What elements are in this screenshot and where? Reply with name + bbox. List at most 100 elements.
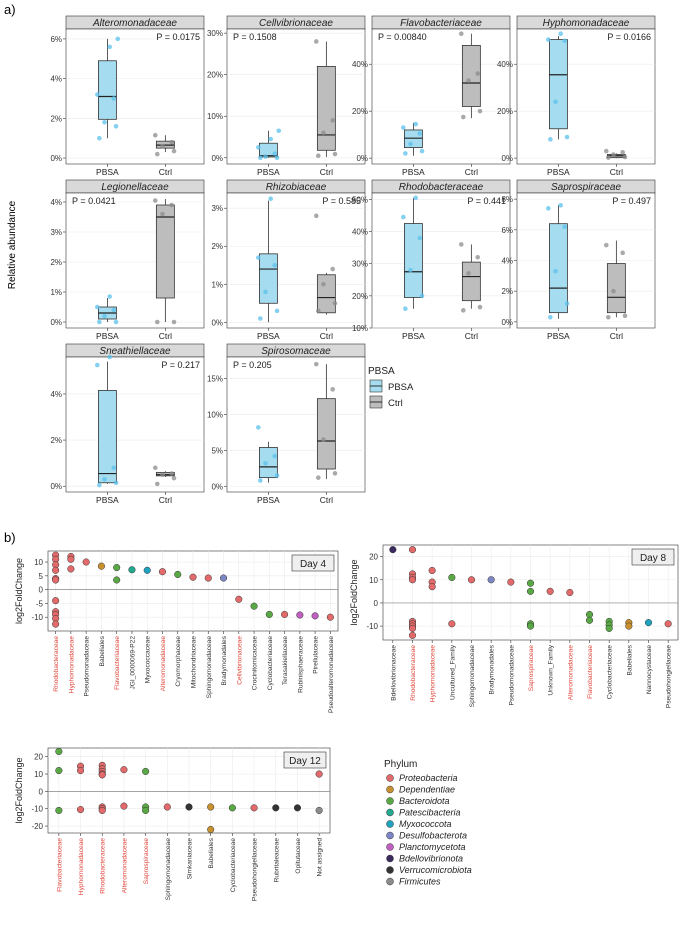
y-tick-label: 0% (211, 482, 223, 491)
data-point-pbsa (97, 482, 102, 488)
y-tick-label: 3% (211, 204, 223, 213)
data-point-ctrl (160, 472, 165, 477)
x-category-label-uncultured-family: Uncultured_Family (449, 644, 456, 700)
data-point-pbsa (413, 195, 419, 201)
data-point-rhodobacteraceae (52, 597, 60, 605)
data-point-pbsa (564, 134, 570, 140)
x-tick-label-ctrl: Ctrl (320, 167, 333, 177)
data-point-ctrl (169, 471, 174, 476)
y-tick-label: -5 (36, 599, 44, 608)
data-point-pbsa (102, 477, 107, 482)
box-ctrl (461, 45, 481, 107)
data-point-ctrl (603, 242, 609, 248)
x-category-label-hyphomonadaceae: Hyphomonadaceae (430, 645, 437, 703)
data-point-pbsa (113, 123, 119, 129)
legend-label-dependentiae: Dependentiae (399, 785, 455, 795)
x-tick-label-pbsa: PBSA (547, 331, 570, 341)
y-tick-label: 15% (207, 375, 223, 384)
legend-key-myxococcota (386, 820, 394, 828)
data-point-hyphomonadaceae (67, 555, 75, 563)
p-value: P = 0.1508 (233, 32, 277, 42)
panel-b-fold-change: -10 -5 0 5 10 log2FoldChange Day 4 Rhodobactera… (14, 544, 679, 901)
legend-title: Phylum (384, 759, 417, 770)
y-tick-label: 0% (356, 154, 368, 163)
x-category-label-pseudomonadaceae: Pseudomonadaceae (84, 636, 91, 697)
data-point-pbsa (256, 255, 261, 260)
facet-plot-area (65, 356, 205, 493)
x-category-label-babeliales: Babeliales (626, 644, 633, 675)
data-point-cryomorphaceae (174, 570, 182, 578)
data-point-pbsa (401, 214, 406, 220)
x-tick-label-pbsa: PBSA (96, 331, 119, 341)
p-value: P = 0.0166 (607, 32, 651, 42)
y-tick-label: 5 (39, 572, 44, 581)
data-point-nannocystaceae (644, 619, 653, 627)
box-pbsa (98, 390, 117, 484)
data-point-pbsa (403, 306, 408, 312)
data-point-pbsa (419, 293, 425, 299)
data-point-ctrl (332, 471, 338, 476)
x-tick-label-pbsa: PBSA (547, 167, 570, 177)
data-point-ctrl (622, 154, 628, 160)
x-category-label-bradymonadales: Bradymonadales (489, 644, 496, 694)
data-point-ctrl (620, 250, 625, 256)
data-point-babeliales (625, 622, 633, 630)
data-point-crocinitomicaceae (250, 602, 258, 610)
y-tick-label: 1% (50, 288, 62, 297)
data-point-rubinisphaeraceae (296, 611, 304, 619)
data-point-pbsa (558, 31, 564, 36)
data-point-ctrl (171, 148, 177, 154)
data-point-pbsa (107, 294, 113, 299)
x-category-label-saprospiraceae: Saprospiraceae (528, 645, 535, 692)
x-category-label-rhodobacteraceae: Rhodobacteraceae (100, 838, 107, 894)
data-point-pbsa (102, 120, 107, 125)
data-point-ctrl (315, 308, 321, 314)
data-point-pbsa (276, 128, 282, 134)
data-point-ctrl (154, 481, 160, 487)
box-ctrl (461, 261, 481, 302)
data-point-pbsa (562, 38, 568, 44)
legend-key-verrucomicrobiota (386, 866, 394, 874)
data-point-pbsa (263, 460, 268, 466)
x-category-label-not-assigned: Not assigned (317, 838, 324, 877)
data-point-ctrl (152, 465, 158, 471)
box-pbsa (258, 253, 278, 304)
legend-phylum: Phylum Proteobacteria DependentiaeBacteroi… (384, 759, 472, 887)
data-point-flavobacteriaceae (55, 767, 63, 775)
data-point-pbsa (102, 313, 107, 319)
y-tick-label: 20 (34, 753, 43, 762)
y-tick-label: -10 (31, 613, 43, 622)
legend-key-proteobacteria (386, 774, 394, 782)
data-point-pbsa (97, 135, 102, 141)
data-point-pbsa (408, 267, 413, 273)
data-point-rhodobacteraceae (98, 771, 106, 779)
data-point-rhodobacteraceae (408, 576, 417, 584)
facet-rhodobacteraceae: Rhodobacteraceae 10% 20% 30% 40% 50% PBSA Ctrl P… (352, 179, 511, 341)
data-point-sphingomonadaceae (204, 574, 212, 582)
x-category-label-sphingomonadaceae: Sphingomonadaceae (469, 645, 476, 708)
data-point-ctrl (152, 198, 158, 203)
data-point-not-assigned (315, 770, 323, 778)
data-point-ctrl (169, 139, 174, 145)
y-axis-label: log2FoldChange (14, 558, 24, 624)
y-tick-label: 2% (50, 436, 62, 445)
y-axis-label: log2FoldChange (14, 757, 24, 823)
data-point-ctrl (169, 202, 174, 208)
data-point-pbsa (546, 37, 551, 42)
facet-saprospiraceae: Saprospiraceae 0% 2% 4% 6% 8% PBSA Ctrl P = 0.49… (501, 179, 656, 341)
x-category-label-terasakiellaceae: Terasakiellaceae (282, 636, 289, 685)
facet-title: Sneathiellaceae (99, 346, 171, 357)
x-category-label-nannocystaceae: Nannocystaceae (646, 645, 653, 694)
facet-title: Hyphomonadaceae (543, 18, 630, 29)
y-tick-label: 10 (34, 770, 43, 779)
data-point-pbsa (274, 308, 280, 314)
x-tick-label-ctrl: Ctrl (159, 495, 172, 505)
p-value: P = 0.585 (322, 196, 361, 206)
data-point-pbsa (111, 465, 117, 471)
x-category-label-bdellovibrionaceae: Bdellovibrionaceae (390, 645, 397, 701)
facet-title: Rhodobacteraceae (399, 182, 484, 193)
y-tick-label: 40% (352, 60, 368, 69)
data-point-ctrl (603, 148, 609, 154)
legend-treatment: PBSA PBSA Ctrl (368, 366, 414, 409)
x-category-label-hyphomonadaceae: Hyphomonadaceae (78, 838, 85, 896)
